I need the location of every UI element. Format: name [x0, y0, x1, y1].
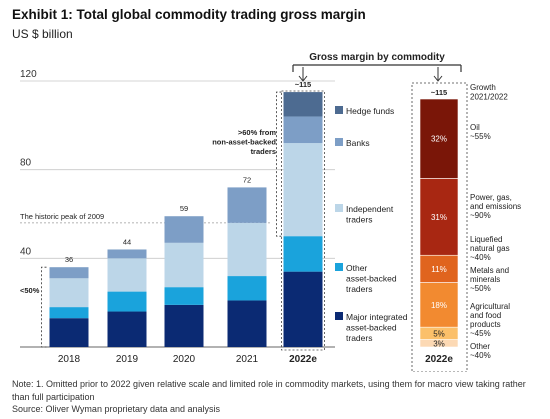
- legend-label: traders: [346, 215, 372, 225]
- gt60-annotation: traders: [251, 147, 276, 156]
- legend-swatch: [335, 263, 343, 271]
- footnote: Note: 1. Omitted prior to 2022 given rel…: [12, 379, 526, 402]
- chart-title: Exhibit 1: Total global commodity tradin…: [12, 7, 366, 22]
- legend-label: Other: [346, 263, 367, 273]
- bar-segment: [49, 318, 89, 347]
- legend-swatch: [335, 204, 343, 212]
- bar-segment: [107, 311, 147, 347]
- bar-segment: [283, 92, 323, 117]
- legend-label: traders: [346, 284, 372, 294]
- total-label: 72: [243, 175, 251, 184]
- commodity-label: Power, gas,: [470, 193, 512, 202]
- commodity-growth-value: ~45%: [470, 329, 491, 338]
- source-line: Source: Oliver Wyman proprietary data an…: [12, 404, 221, 414]
- x-tick-label: 2020: [173, 354, 196, 365]
- chart-svg: 40 80 120 The historic peak of 2009 36 2018 44…: [20, 52, 521, 372]
- growth-header: 2021/2022: [470, 93, 508, 102]
- commodity-growth-value: ~50%: [470, 284, 491, 293]
- gt60-annotation: >60% from: [238, 128, 276, 137]
- x-tick-label: 2022e: [289, 354, 317, 365]
- total-label: ~115: [295, 80, 311, 89]
- legend-label: asset-backed: [346, 274, 397, 284]
- bar-segment: [107, 258, 147, 292]
- bar-segment: [107, 249, 147, 259]
- commodity-label: and emissions: [470, 202, 521, 211]
- chart-subtitle: US $ billion: [12, 27, 73, 41]
- x-tick-label: 2018: [58, 354, 81, 365]
- bar-segment: [227, 276, 267, 301]
- legend-label: Independent: [346, 204, 394, 214]
- total-label: 36: [65, 255, 73, 264]
- commodity-pct-label: 3%: [433, 339, 445, 348]
- commodity-total-label: ~115: [431, 88, 447, 97]
- commodity-label: minerals: [470, 275, 500, 284]
- commodity-label: and food: [470, 311, 501, 320]
- bar-segment: [164, 216, 204, 243]
- panel-title: Gross margin by commodity: [309, 52, 445, 63]
- legend-label: Banks: [346, 138, 370, 148]
- down-arrow: [298, 67, 308, 82]
- commodity-label: natural gas: [470, 244, 510, 253]
- commodity-growth-value: ~40%: [470, 351, 491, 360]
- commodity-label: Liquefied: [470, 235, 502, 244]
- bracket-2022: [276, 91, 282, 237]
- commodity-label: Oil: [470, 123, 480, 132]
- y-tick-label: 120: [20, 69, 37, 80]
- commodity-segment: [419, 282, 459, 328]
- bar-segment: [49, 278, 89, 308]
- commodity-pct-label: 11%: [431, 265, 446, 274]
- commodity-label: Metals and: [470, 266, 509, 275]
- commodity-pct-label: 31%: [431, 213, 447, 222]
- commodity-growth-value: ~90%: [470, 211, 491, 220]
- legend-label: Major integrated: [346, 312, 408, 322]
- bar-segment: [283, 116, 323, 144]
- commodity-segment: [419, 98, 459, 179]
- bar-segment: [227, 187, 267, 223]
- legend-label: traders: [346, 333, 372, 343]
- x-tick-label: 2019: [116, 354, 139, 365]
- total-label: 44: [123, 237, 131, 246]
- bar-segment: [227, 222, 267, 277]
- commodity-segment: [419, 178, 459, 256]
- y-tick-label: 80: [20, 158, 32, 169]
- legend-swatch: [335, 106, 343, 114]
- bar-segment: [283, 143, 323, 237]
- commodity-label: products: [470, 320, 501, 329]
- commodity-growth-value: ~40%: [470, 253, 491, 262]
- historic-peak-label: The historic peak of 2009: [20, 212, 104, 221]
- gt60-annotation: non-asset-backed: [212, 138, 276, 147]
- legend-swatch: [335, 312, 343, 320]
- bracket-2018: [41, 266, 47, 348]
- total-label: 59: [180, 204, 188, 213]
- bar-segment: [164, 287, 204, 305]
- growth-header: Growth: [470, 83, 496, 92]
- bar-segment: [283, 236, 323, 272]
- down-arrow: [433, 67, 443, 82]
- highlight-2022-outline: [281, 90, 325, 351]
- commodity-label: Agricultural: [470, 302, 510, 311]
- legend-label: Hedge funds: [346, 106, 394, 116]
- bar-segment: [164, 304, 204, 347]
- commodity-pct-label: 32%: [431, 135, 447, 144]
- bar-segment: [107, 291, 147, 312]
- commodity-segment: [419, 254, 459, 283]
- y-tick-label: 40: [20, 246, 32, 257]
- commodity-label: Other: [470, 342, 490, 351]
- bar-segment: [164, 242, 204, 288]
- legend-swatch: [335, 138, 343, 146]
- x-tick-label: 2021: [236, 354, 259, 365]
- bar-segment: [227, 300, 267, 347]
- commodity-x-label: 2022e: [425, 354, 453, 365]
- commodity-pct-label: 5%: [433, 329, 445, 338]
- commodity-growth-value: ~55%: [470, 132, 491, 141]
- legend-label: asset-backed: [346, 323, 397, 333]
- bar-segment: [283, 271, 323, 347]
- bar-segment: [49, 267, 89, 279]
- lt50-annotation: <50%: [20, 286, 40, 295]
- commodity-pct-label: 18%: [431, 301, 447, 310]
- bar-segment: [49, 307, 89, 319]
